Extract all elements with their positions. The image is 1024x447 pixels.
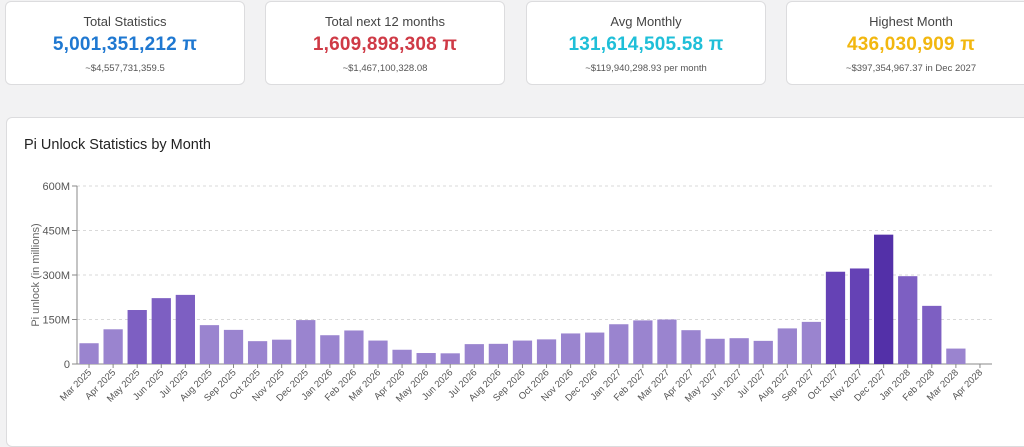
bar [103,329,123,364]
bar [416,353,436,364]
card-value: 436,030,909 π [846,34,976,55]
bar [874,234,894,364]
y-tick-label: 600M [42,181,70,193]
bar [464,344,484,364]
card-value: 131,614,505.58 π [568,34,724,55]
bar [609,324,629,364]
bar [440,353,460,364]
bar [320,335,340,364]
bar [657,319,677,364]
bar [199,325,220,364]
bar [801,321,822,364]
card-total-next-12-months: Total next 12 months 1,609,898,308 π ~$1… [265,1,505,85]
bar [127,310,147,364]
card-label: Highest Month [869,14,953,29]
bar-chart: 0 150M 300M 450M 600M Pi unlock (in millions)… [30,181,992,405]
bar [344,330,364,364]
card-subvalue: ~$4,557,731,359.5 [85,63,165,74]
y-tick-label: 0 [64,359,70,371]
bar [825,271,846,364]
y-tick-label: 450M [42,226,70,238]
card-label: Avg Monthly [610,14,682,29]
bar [79,343,99,364]
bar [753,340,773,364]
bar [296,320,316,364]
bar [151,298,171,364]
bar [488,343,509,364]
bar [585,332,605,364]
bar [272,339,292,364]
bar [777,328,797,364]
bar [898,276,918,364]
chart-title: Pi Unlock Statistics by Month [24,137,211,153]
card-avg-monthly: Avg Monthly 131,614,505.58 π ~$119,940,2… [526,1,766,85]
bar [175,294,195,364]
card-value: 1,609,898,308 π [312,34,458,55]
bar [849,268,870,364]
card-highest-month: Highest Month 436,030,909 π ~$397,354,96… [786,1,1024,85]
bar [536,339,557,364]
bar [223,329,244,364]
card-value: 5,001,351,212 π [52,34,198,55]
chart-panel: Pi Unlock Statistics by Month 0 150M 300M 4… [6,117,1024,447]
card-subvalue: ~$119,940,298.93 per month [585,63,707,74]
bar [681,330,701,364]
card-subvalue: ~$1,467,100,328.08 [342,63,428,74]
bar [560,333,581,364]
bar [729,338,749,364]
card-label: Total Statistics [83,14,167,29]
y-tick-label: 150M [42,315,70,327]
bar [633,320,653,364]
bar [512,340,533,364]
card-subvalue: ~$397,354,967.37 in Dec 2027 [845,63,977,74]
bar [922,305,942,364]
bar [247,341,268,364]
bar [705,338,725,364]
bar [946,348,966,364]
bar [368,340,388,364]
y-axis-label: Pi unlock (in millions) [30,223,42,326]
y-tick-label: 300M [42,270,70,282]
bar [392,349,412,364]
card-label: Total next 12 months [325,14,445,29]
card-total-statistics: Total Statistics 5,001,351,212 π ~$4,557… [5,1,245,85]
